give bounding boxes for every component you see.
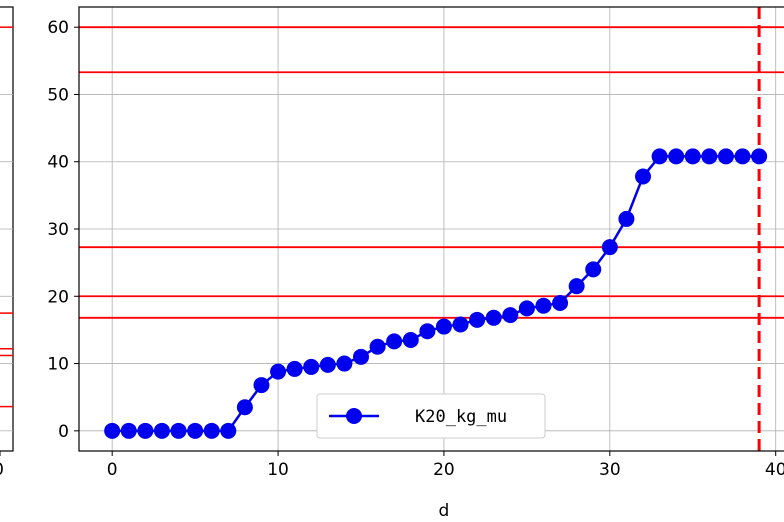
y-tick-label: 10 <box>47 355 69 375</box>
data-point <box>253 377 270 394</box>
y-tick-label: 30 <box>47 220 69 240</box>
data-point <box>751 148 768 165</box>
x-tick-label: 0 <box>107 460 118 480</box>
left-partial-panel: 0 <box>0 6 14 480</box>
data-point <box>518 300 535 317</box>
grid-lines <box>79 7 784 451</box>
y-tick-label: 60 <box>47 18 69 38</box>
data-point <box>485 309 502 326</box>
x-tick-label: 30 <box>599 460 621 480</box>
data-point <box>187 422 204 439</box>
legend-box <box>316 393 546 439</box>
data-point <box>552 295 569 311</box>
data-point <box>153 422 170 439</box>
y-tick-label: 0 <box>58 422 69 442</box>
data-point <box>535 297 552 314</box>
data-point <box>369 338 386 355</box>
data-point <box>435 318 452 335</box>
data-point <box>137 422 154 439</box>
legend: K20_kg_mu <box>316 393 546 439</box>
legend-marker <box>346 408 362 424</box>
y-tick-label: 40 <box>47 153 69 173</box>
data-point <box>270 363 287 380</box>
horizontal-reference-lines <box>79 26 784 319</box>
data-point <box>635 168 651 185</box>
y-tick-label: 50 <box>47 85 69 105</box>
data-point <box>668 148 685 165</box>
legend-label: K20_kg_mu <box>415 407 507 427</box>
axis-ticks: 0 10 20 30 40 0 10 20 30 40 50 60 <box>47 18 784 480</box>
series-k20-kg-mu <box>104 148 768 439</box>
data-point <box>353 348 369 365</box>
data-point <box>568 278 585 295</box>
series-line <box>112 155 760 433</box>
data-point <box>104 422 121 439</box>
data-point <box>452 316 469 333</box>
y-tick-label: 20 <box>47 287 69 307</box>
data-point <box>618 210 635 227</box>
data-point <box>170 422 187 439</box>
data-point <box>203 422 220 439</box>
x-axis-label: d <box>439 501 450 521</box>
data-point <box>717 148 734 165</box>
data-point <box>502 307 519 324</box>
data-point <box>684 148 701 165</box>
data-point <box>585 261 602 278</box>
data-point <box>601 239 618 256</box>
data-point <box>701 148 718 165</box>
data-point <box>419 323 436 340</box>
data-point <box>236 399 253 416</box>
data-point <box>734 148 751 165</box>
left-panel-x-tick-label: 0 <box>0 460 4 480</box>
data-point <box>336 355 353 372</box>
data-point <box>120 422 137 439</box>
data-point <box>402 332 419 348</box>
data-point <box>319 356 336 373</box>
data-point <box>220 422 237 439</box>
data-point <box>303 358 320 375</box>
data-point <box>469 311 486 328</box>
data-point <box>386 333 403 350</box>
x-tick-label: 20 <box>433 460 455 480</box>
data-point <box>286 360 303 377</box>
x-tick-label: 40 <box>765 460 784 480</box>
x-tick-label: 10 <box>267 460 289 480</box>
data-point <box>651 148 668 165</box>
